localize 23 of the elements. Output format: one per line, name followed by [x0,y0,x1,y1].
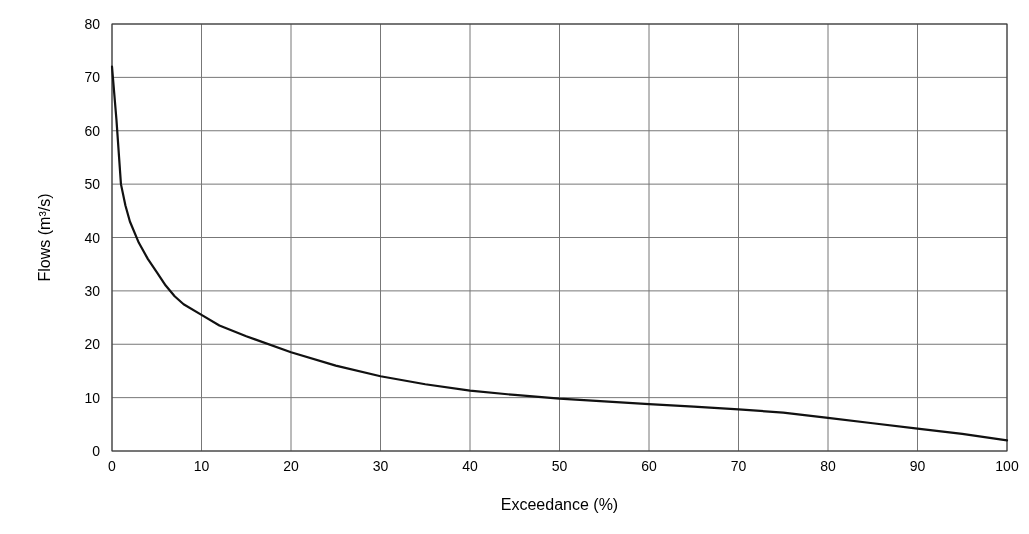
y-tick-label: 30 [84,282,101,299]
y-tick-label: 80 [84,16,101,32]
x-tick-label: 40 [462,458,478,474]
y-tick-label: 20 [84,336,101,353]
x-tick-label: 80 [820,458,836,474]
y-tick-label: 10 [84,389,101,406]
y-tick-label: 0 [92,443,101,459]
x-tick-label: 100 [995,458,1019,474]
y-tick-label: 50 [84,176,101,193]
y-tick-label: 60 [84,122,101,139]
y-tick-label: 40 [84,229,101,246]
line-series [110,65,1009,442]
x-tick-label: 30 [372,458,389,474]
y-axis-title: Flows (m³/s) [36,193,53,282]
x-tick-label: 0 [108,458,117,474]
x-tick-label: 60 [641,458,657,474]
x-tick-label: 70 [730,458,747,474]
x-tick-label: 20 [283,458,299,474]
x-tick-label: 90 [909,458,926,474]
y-tick-label: 70 [84,69,101,86]
x-tick-label: 10 [193,458,210,474]
x-tick-label: 50 [551,458,568,474]
x-axis-title: Exceedance (%) [500,496,619,513]
